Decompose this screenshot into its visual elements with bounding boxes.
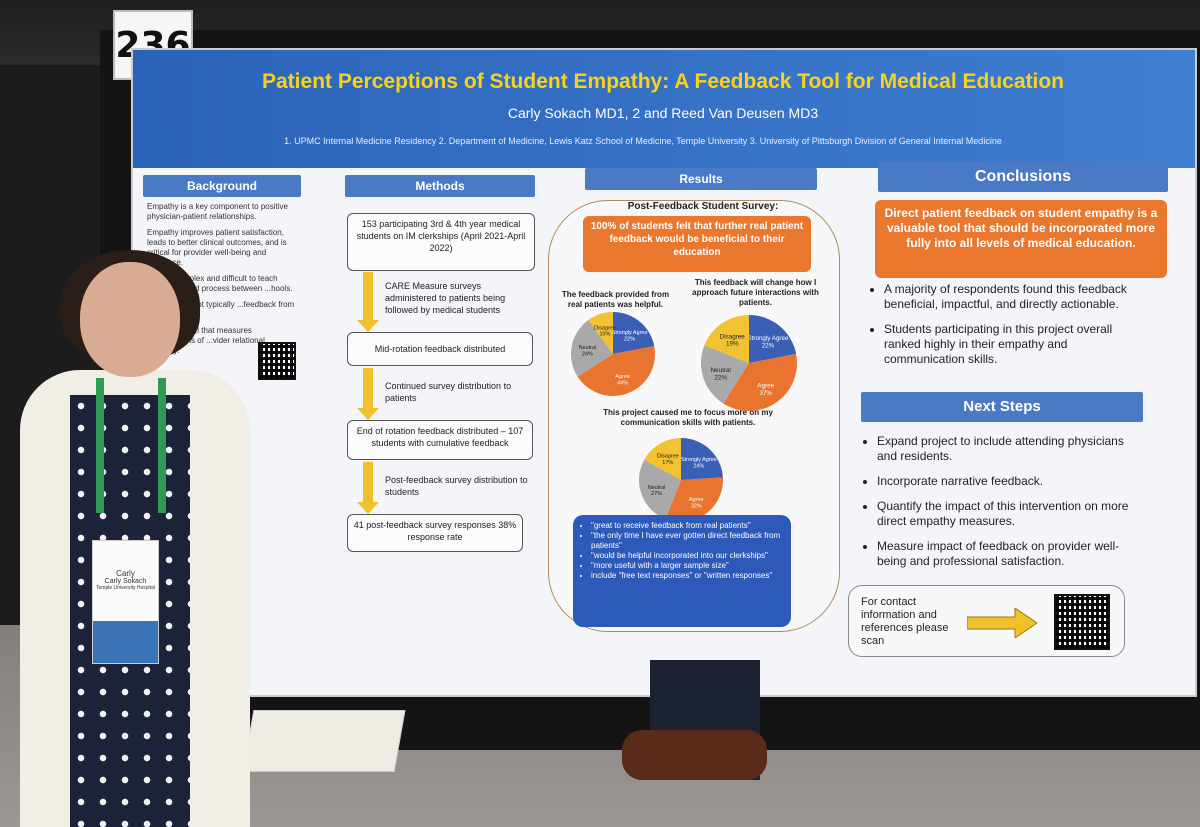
pie-slice-neutral xyxy=(639,459,681,520)
results-highlight: 100% of students felt that further real … xyxy=(583,216,811,272)
pie-slice-label: Agree32% xyxy=(689,497,704,509)
quote-item: "the only time I have ever gotten direct… xyxy=(591,531,783,551)
yellow-arrow-icon xyxy=(967,608,1037,638)
next-step-item: Quantify the impact of this intervention… xyxy=(877,499,1131,529)
presenter-polka-dot-dress xyxy=(70,395,190,827)
pie-slice-disagree xyxy=(644,438,681,480)
pie-slice-agree xyxy=(577,346,655,396)
background-item: ...thy is complex and difficult to teach… xyxy=(147,274,293,293)
pie-chart-communication: Strongly Agree24% Agree32% Neutral27% Disag… xyxy=(639,438,723,522)
next-steps-list: Expand project to include attending phys… xyxy=(861,434,1131,579)
next-step-item: Measure impact of feedback on provider w… xyxy=(877,539,1131,569)
pie-chart-approach: Strongly Agree22% Agree37% Neutral22% Disag… xyxy=(701,315,797,411)
pie-slice-label: Neutral22% xyxy=(711,367,731,381)
pie-slice-disagree xyxy=(704,315,749,363)
badge-full-name: Carly Sokach xyxy=(104,578,147,585)
contact-box: For contact information and references p… xyxy=(848,585,1125,657)
pie-slice-strongly-agree xyxy=(613,312,655,354)
poster-affiliations: 1. UPMC Internal Medicine Residency 2. D… xyxy=(284,136,1002,146)
conclusions-list: A majority of respondents found this fee… xyxy=(868,282,1128,377)
methods-step-box: End of rotation feedback distributed – 1… xyxy=(347,420,533,460)
flow-arrow xyxy=(357,462,379,514)
pie-slice-label: Strongly Agree22% xyxy=(612,330,648,342)
poster-header xyxy=(133,50,1195,168)
background-heading: Background xyxy=(143,175,301,197)
methods-note: CARE Measure surveys administered to pat… xyxy=(385,281,506,315)
background-item: Empathy is a key component to positive p… xyxy=(147,202,288,221)
next-steps-heading: Next Steps xyxy=(861,392,1143,422)
conclusion-item: Students participating in this project o… xyxy=(884,322,1128,367)
quote-item: include "free text responses" or "writte… xyxy=(591,571,783,581)
pie-slice-strongly-agree xyxy=(749,315,797,363)
next-step-item: Incorporate narrative feedback. xyxy=(877,474,1131,489)
quote-item: "more useful with a larger sample size" xyxy=(591,561,783,571)
conclusions-heading: Conclusions xyxy=(878,162,1168,192)
conclusions-highlight: Direct patient feedback on student empat… xyxy=(875,200,1167,278)
pie-slice-label: Disagree19% xyxy=(720,333,745,347)
pie-chart-helpful: Strongly Agree22% Agree44% Neutral24% Disag… xyxy=(571,312,655,396)
contact-text: For contact information and references p… xyxy=(861,596,949,647)
chart-caption: This project caused me to focus more on … xyxy=(603,408,773,427)
next-step-item: Expand project to include attending phys… xyxy=(877,434,1131,464)
student-quotes-box: "great to receive feedback from real pat… xyxy=(573,515,791,627)
pie-slice-agree xyxy=(665,477,723,522)
flow-arrow xyxy=(357,368,379,420)
flow-arrow xyxy=(357,272,379,332)
chart-caption: This feedback will change how I approach… xyxy=(692,278,819,307)
pie-slice-strongly-agree xyxy=(681,438,723,480)
quote-item: "would be helpful incorporated into our … xyxy=(591,551,783,561)
qr-code xyxy=(1054,594,1110,650)
pie-slice-label: Disagree10% xyxy=(594,325,616,337)
methods-step-box: 153 participating 3rd & 4th year medical… xyxy=(347,213,535,271)
name-badge: Carly Carly Sokach Temple University Hos… xyxy=(92,540,159,664)
methods-note: Continued survey distribution to patient… xyxy=(385,381,512,403)
qr-code xyxy=(258,342,296,380)
pie-slice-neutral xyxy=(701,345,749,404)
methods-note: Post-feedback survey distribution to stu… xyxy=(385,475,528,497)
pie-slice-label: Strongly Agree24% xyxy=(681,457,717,469)
quote-item: "great to receive feedback from real pat… xyxy=(591,521,783,531)
pie-slice-agree xyxy=(723,354,797,411)
research-poster: Patient Perceptions of Student Empathy: … xyxy=(133,50,1195,695)
results-heading: Results xyxy=(585,168,817,190)
pie-slice-label: Disagree17% xyxy=(657,454,679,466)
poster-authors: Carly Sokach MD1, 2 and Reed Van Deusen … xyxy=(507,105,819,121)
badge-org: Temple University Hospital xyxy=(96,585,155,591)
methods-heading: Methods xyxy=(345,175,535,197)
chart-caption: The feedback provided from real patients… xyxy=(561,290,670,309)
methods-step-box: 41 post-feedback survey responses 38% re… xyxy=(347,514,523,552)
survey-title: Post-Feedback Student Survey: xyxy=(627,201,779,212)
pie-slice-label: Neutral24% xyxy=(579,345,597,357)
pie-slice-label: Agree44% xyxy=(615,374,630,386)
pie-slice-label: Agree37% xyxy=(757,383,774,397)
green-lanyard xyxy=(96,378,166,513)
presenter-face xyxy=(80,262,180,377)
pie-slice-label: Strongly Agree22% xyxy=(748,335,789,349)
poster-title: Patient Perceptions of Student Empathy: … xyxy=(262,70,1064,93)
pie-slice-disagree xyxy=(588,312,613,354)
badge-ribbon xyxy=(93,621,158,663)
conclusion-item: A majority of respondents found this fee… xyxy=(884,282,1128,312)
bystander-shoes xyxy=(622,730,767,780)
methods-step-box: Mid-rotation feedback distributed xyxy=(347,332,533,366)
pie-slice-label: Neutral27% xyxy=(648,485,666,497)
badge-first-name: Carly xyxy=(116,569,135,578)
cardboard-box xyxy=(242,710,406,772)
pie-slice-neutral xyxy=(571,320,613,377)
